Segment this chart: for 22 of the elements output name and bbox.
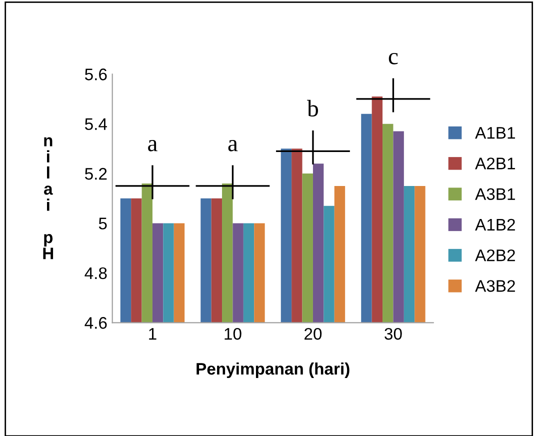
legend-label: A2B2 — [475, 249, 515, 262]
text: c — [388, 52, 398, 64]
legend-label: A3B2 — [475, 280, 515, 292]
x-tick-label: 30 — [384, 328, 402, 340]
legend-label: A3B1 — [475, 188, 515, 200]
annotation: a — [148, 140, 158, 152]
annotation: b — [307, 100, 318, 117]
annotation: a — [228, 140, 238, 152]
x-tick-label: 20 — [304, 328, 322, 340]
text: nilai pH — [43, 137, 54, 260]
y-tick-label: 5.4 — [84, 118, 108, 130]
y-tick-label: 4.8 — [84, 267, 107, 280]
y-tick-label: 5.6 — [84, 68, 107, 80]
y-tick-label: 4.6 — [84, 317, 107, 329]
x-tick-label: 1 — [149, 328, 156, 340]
x-tick-label: 10 — [224, 328, 242, 340]
legend-label: A2B1 — [475, 158, 515, 170]
y-tick-label: 5.2 — [84, 168, 107, 180]
y-tick-label: 5 — [98, 218, 107, 230]
legend-label: A1B2 — [475, 218, 515, 230]
legend-label: A1B1 — [475, 127, 515, 139]
x-axis-title: Penyimpanan (hari) — [196, 362, 350, 378]
